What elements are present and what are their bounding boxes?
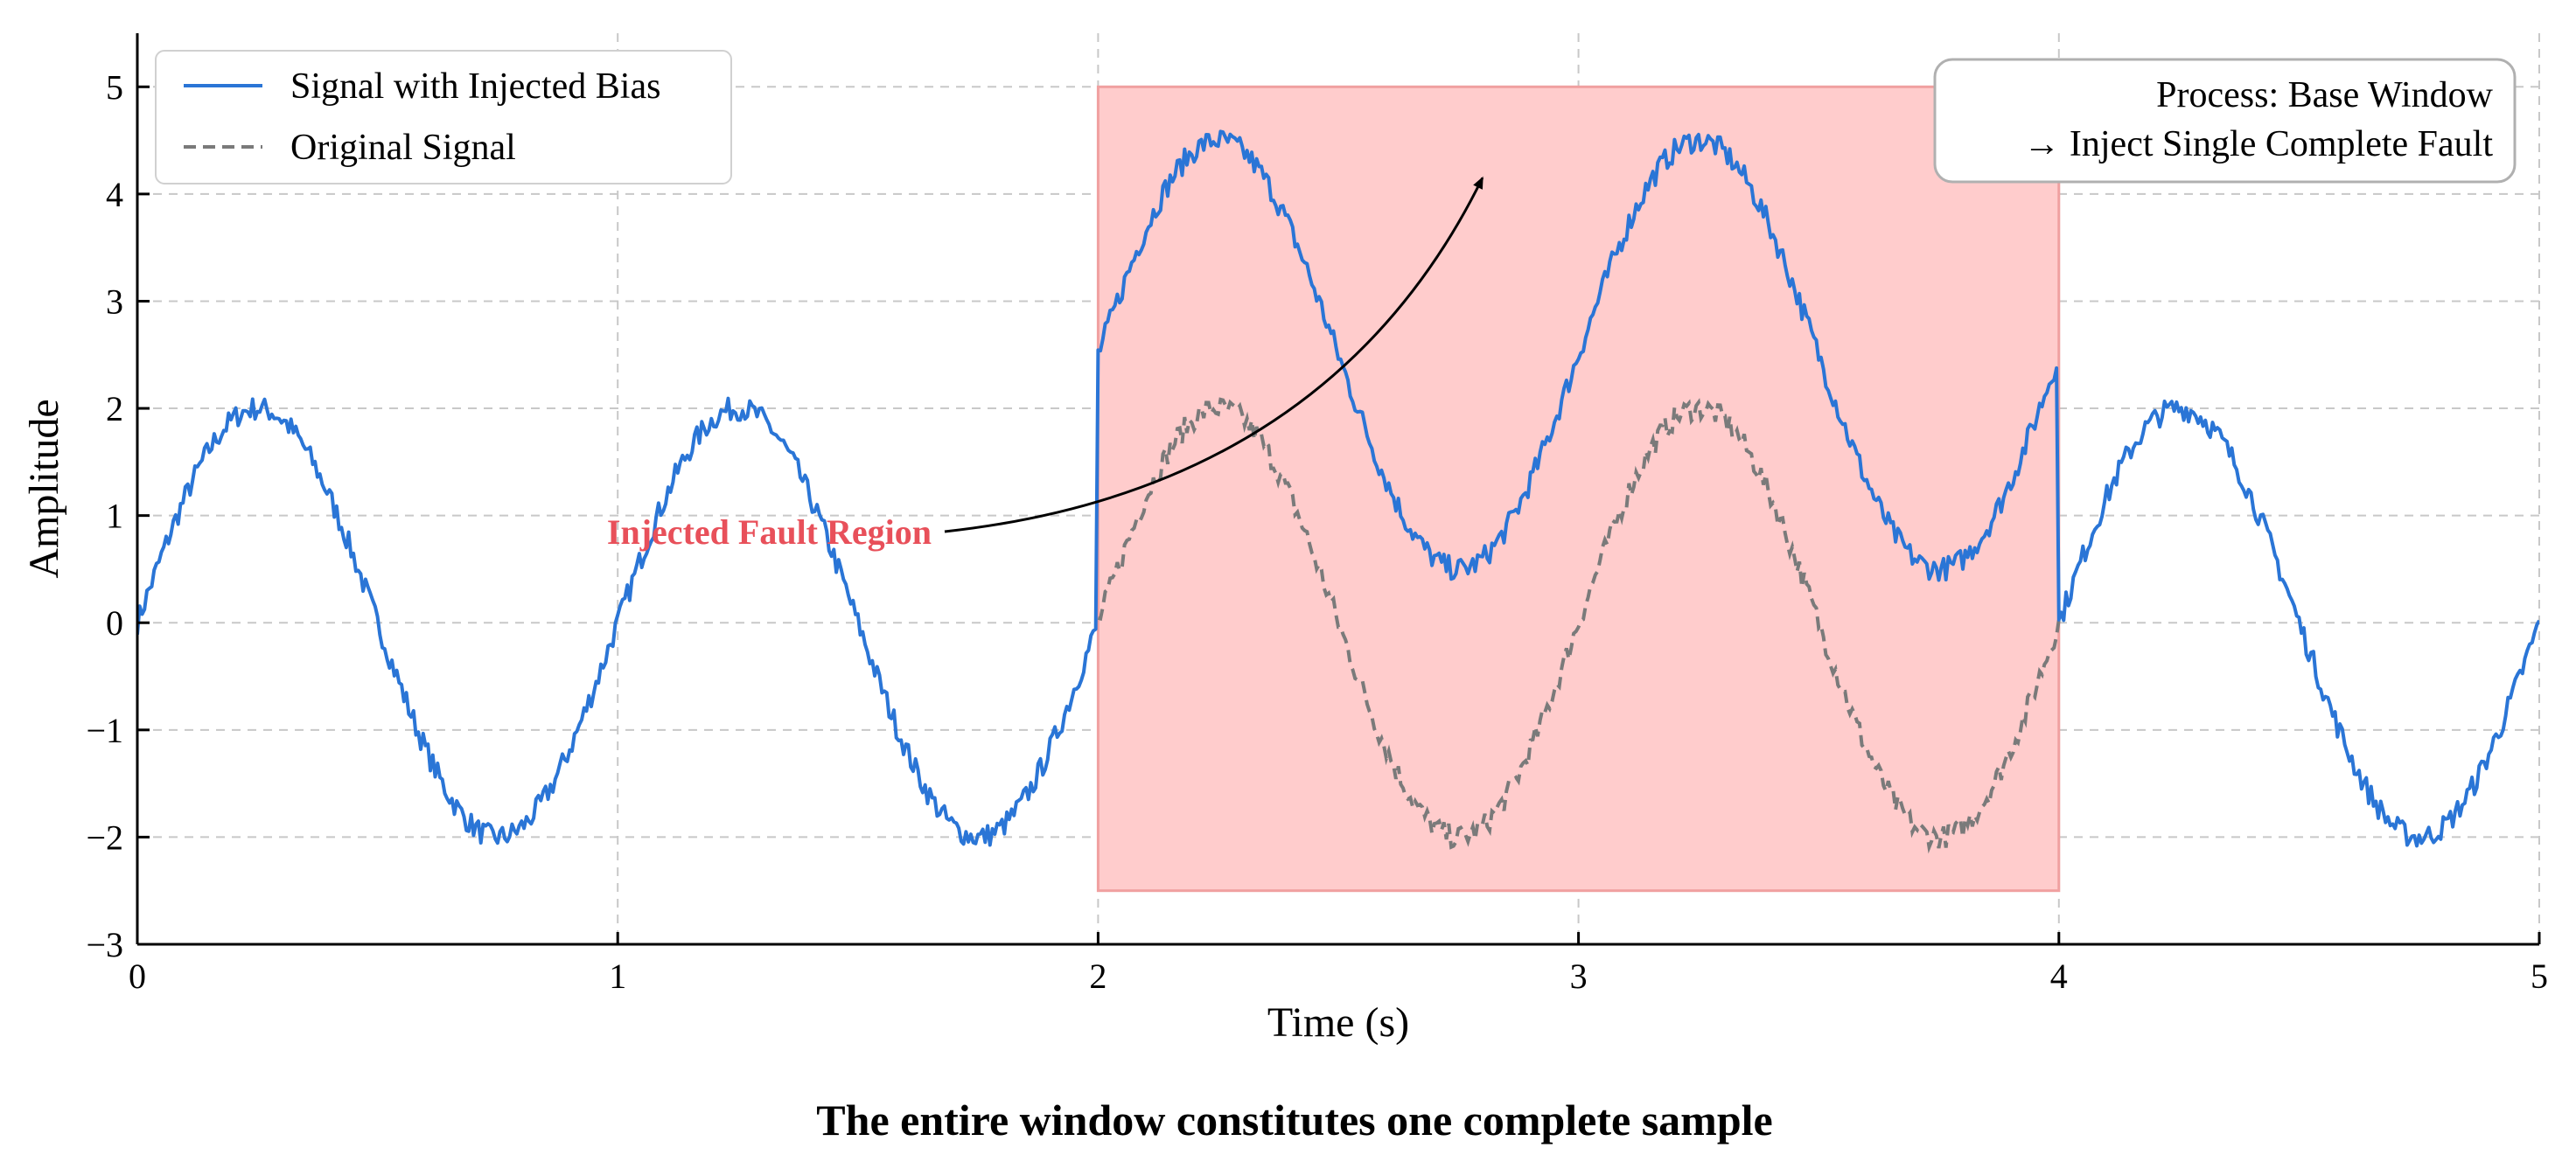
legend-label-bias: Signal with Injected Bias [290,66,660,107]
legend: Signal with Injected Bias Original Signa… [155,50,732,184]
y-tick-label: 0 [106,603,123,643]
x-tick-label: 0 [129,957,146,996]
y-axis-label: Amplitude [21,399,67,578]
note-line-1: Process: Base Window [2156,75,2493,115]
y-tick-label: −1 [86,711,123,750]
y-tick-label: 1 [106,497,123,536]
x-tick-label: 4 [2050,957,2068,996]
annotation-label: Injected Fault Region [607,512,932,552]
axis-ticks: 0 1 2 3 4 5 −3 −2 −1 0 1 2 3 4 5 [86,67,2548,996]
y-tick-label: 2 [106,389,123,428]
x-tick-label: 2 [1089,957,1106,996]
process-note: Process: Base Window → Inject Single Com… [1933,58,2517,184]
x-tick-label: 3 [1570,957,1588,996]
fault-region [1096,85,2061,893]
y-tick-label: 3 [106,282,123,321]
note-box [1933,58,2517,184]
legend-box [155,50,732,184]
original-signal-line [1097,397,2061,854]
y-tick-label: −2 [86,818,123,857]
y-tick-label: −3 [86,925,123,964]
legend-label-original: Original Signal [290,128,516,168]
x-tick-label: 1 [609,957,626,996]
y-tick-label: 5 [106,67,123,107]
biased-signal-line [137,129,2539,848]
y-tick-label: 4 [106,175,123,214]
x-axis-label: Time (s) [1267,999,1409,1046]
series-layer [137,129,2539,854]
note-line-2: → Inject Single Complete Fault [2023,124,2493,164]
x-tick-label: 5 [2531,957,2548,996]
annotation-arrow [944,176,1484,533]
chart-caption: The entire window constitutes one comple… [816,1096,1772,1145]
